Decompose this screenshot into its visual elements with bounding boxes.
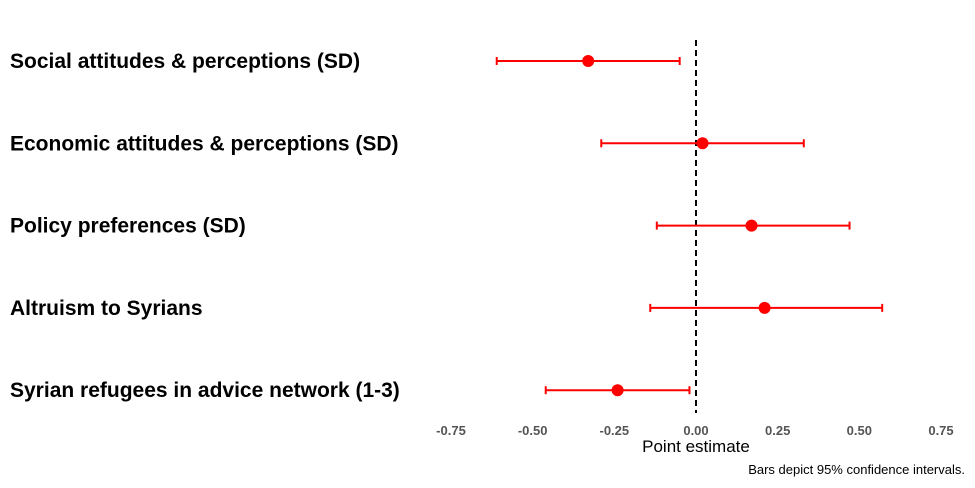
category-label: Altruism to Syrians	[10, 297, 203, 320]
estimate-row	[649, 301, 884, 314]
chart-caption: Bars depict 95% confidence intervals.	[748, 462, 965, 477]
x-tick-label: 0.00	[683, 423, 708, 438]
estimate-row	[600, 137, 805, 150]
x-axis-ticks: -0.75 -0.50 -0.25 0.00 0.25 0.50 0.75	[436, 423, 953, 438]
category-label: Social attitudes & perceptions (SD)	[10, 50, 360, 73]
point-estimate-marker	[745, 219, 758, 232]
x-tick-label: -0.50	[518, 423, 548, 438]
point-estimate-marker	[611, 384, 624, 397]
point-estimate-marker	[582, 55, 595, 67]
x-tick-label: -0.25	[600, 423, 630, 438]
category-labels: Social attitudes & perceptions (SD) Econo…	[10, 50, 400, 402]
category-label: Syrian refugees in advice network (1-3)	[10, 379, 400, 402]
x-tick-label: 0.75	[928, 423, 953, 438]
category-label: Economic attitudes & perceptions (SD)	[10, 132, 399, 155]
x-tick-label: -0.75	[436, 423, 466, 438]
point-estimate-marker	[758, 301, 771, 314]
point-estimate-marker	[696, 137, 709, 150]
estimate-row	[655, 219, 851, 232]
estimate-row	[495, 55, 681, 67]
estimate-row	[544, 384, 691, 397]
x-tick-label: 0.25	[765, 423, 790, 438]
estimate-marks	[495, 55, 884, 397]
category-label: Policy preferences (SD)	[10, 215, 246, 238]
x-tick-label: 0.50	[847, 423, 872, 438]
x-axis-title: Point estimate	[642, 437, 750, 456]
